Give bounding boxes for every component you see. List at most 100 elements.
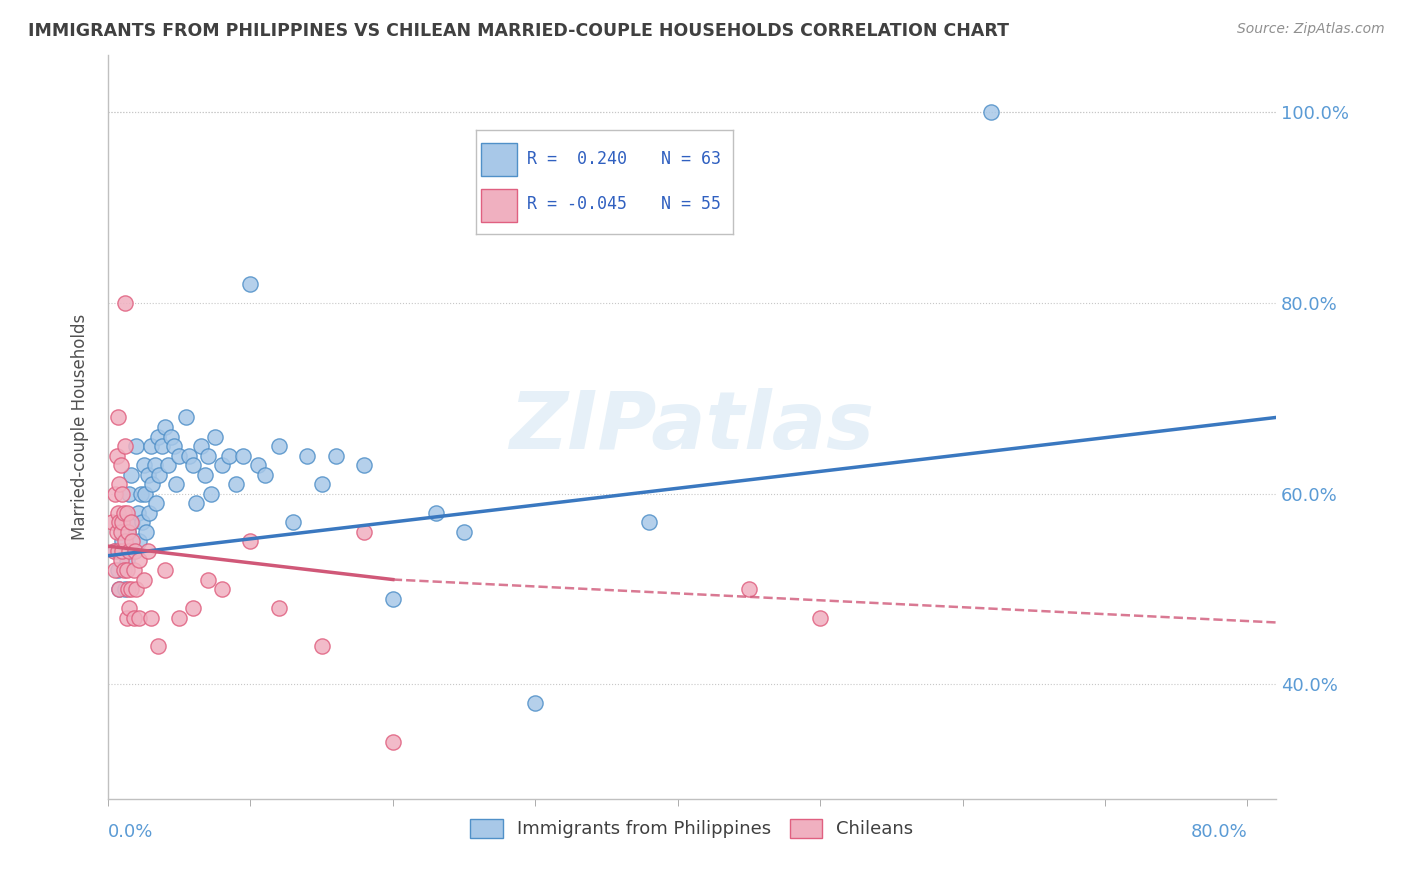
Point <box>107 544 129 558</box>
Point <box>132 573 155 587</box>
Point <box>808 610 831 624</box>
Point <box>110 458 132 472</box>
Point <box>167 610 190 624</box>
Point <box>145 496 167 510</box>
Point <box>115 610 138 624</box>
Point <box>381 734 404 748</box>
Point <box>139 439 162 453</box>
Point <box>111 516 134 530</box>
Point <box>176 410 198 425</box>
Point <box>524 697 547 711</box>
Text: IMMIGRANTS FROM PHILIPPINES VS CHILEAN MARRIED-COUPLE HOUSEHOLDS CORRELATION CHA: IMMIGRANTS FROM PHILIPPINES VS CHILEAN M… <box>28 22 1010 40</box>
Point <box>239 277 262 291</box>
Point <box>114 582 136 596</box>
Point <box>239 534 262 549</box>
Point <box>128 534 150 549</box>
Point <box>115 553 138 567</box>
Point <box>141 477 163 491</box>
Point <box>118 487 141 501</box>
Text: ZIPatlas: ZIPatlas <box>509 388 875 466</box>
Point <box>103 544 125 558</box>
Point <box>128 553 150 567</box>
Point <box>111 534 134 549</box>
Point <box>120 516 142 530</box>
Point <box>225 477 247 491</box>
Point <box>267 601 290 615</box>
Legend: Immigrants from Philippines, Chileans: Immigrants from Philippines, Chileans <box>463 812 921 846</box>
Point <box>111 516 134 530</box>
Point <box>115 506 138 520</box>
Point <box>107 410 129 425</box>
Point <box>183 601 205 615</box>
Point <box>197 449 219 463</box>
Point <box>134 487 156 501</box>
Point <box>283 516 305 530</box>
Point <box>112 563 135 577</box>
Point <box>167 449 190 463</box>
Point <box>135 524 157 539</box>
Point <box>118 544 141 558</box>
Point <box>738 582 761 596</box>
Point <box>105 449 128 463</box>
Point <box>125 582 148 596</box>
Point <box>115 563 138 577</box>
Point <box>353 524 375 539</box>
Point <box>114 534 136 549</box>
Point <box>980 105 1002 120</box>
Point <box>128 610 150 624</box>
Point <box>122 610 145 624</box>
Text: 0.0%: 0.0% <box>108 822 153 840</box>
Point <box>120 582 142 596</box>
Point <box>108 582 131 596</box>
Point <box>190 439 212 453</box>
Point <box>156 458 179 472</box>
Point <box>325 449 347 463</box>
Point <box>146 640 169 654</box>
Point <box>194 467 217 482</box>
Point <box>117 524 139 539</box>
Point <box>101 516 124 530</box>
Point <box>110 524 132 539</box>
Point <box>179 449 201 463</box>
Point <box>125 439 148 453</box>
Point <box>122 544 145 558</box>
Point <box>111 544 134 558</box>
Point <box>297 449 319 463</box>
Point <box>311 477 333 491</box>
Point <box>267 439 290 453</box>
Point <box>105 524 128 539</box>
Point <box>197 573 219 587</box>
Point <box>114 296 136 310</box>
Point <box>153 420 176 434</box>
Point <box>104 487 127 501</box>
Point <box>117 524 139 539</box>
Point <box>117 582 139 596</box>
Point <box>121 516 143 530</box>
Point <box>111 487 134 501</box>
Point <box>200 487 222 501</box>
Point <box>114 439 136 453</box>
Point <box>139 610 162 624</box>
Point <box>638 516 661 530</box>
Point <box>131 516 153 530</box>
Point <box>183 458 205 472</box>
Point <box>108 477 131 491</box>
Point <box>107 506 129 520</box>
Point <box>110 553 132 567</box>
Point <box>211 458 233 472</box>
Point <box>120 467 142 482</box>
Point <box>124 544 146 558</box>
Point <box>121 534 143 549</box>
Point <box>253 467 276 482</box>
Point <box>162 439 184 453</box>
Point <box>136 467 159 482</box>
Point <box>353 458 375 472</box>
Point <box>112 506 135 520</box>
Y-axis label: Married-couple Households: Married-couple Households <box>72 314 89 541</box>
Point <box>136 544 159 558</box>
Point <box>204 429 226 443</box>
Point <box>104 563 127 577</box>
Point <box>232 449 254 463</box>
Text: 80.0%: 80.0% <box>1191 822 1247 840</box>
Point <box>122 563 145 577</box>
